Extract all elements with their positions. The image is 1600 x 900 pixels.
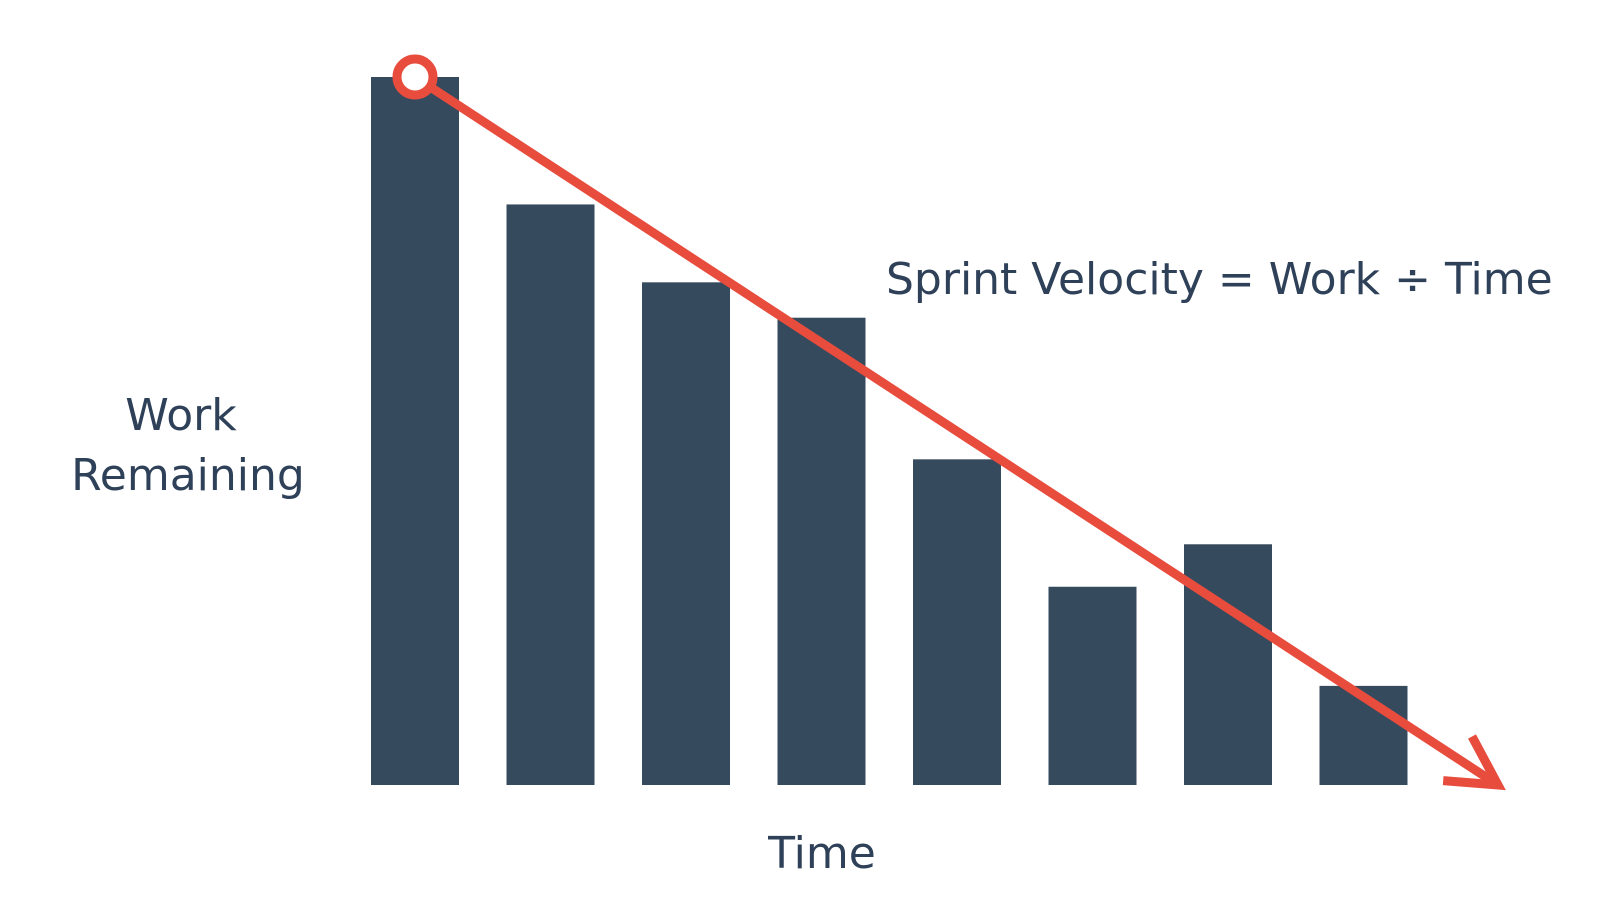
trend-line <box>412 73 1495 785</box>
trend-arrowhead <box>1442 734 1506 791</box>
bar <box>642 282 730 785</box>
x-axis-label: Time <box>767 828 876 879</box>
y-axis-label: Work Remaining <box>71 390 305 501</box>
annotation: Sprint Velocity = Work ÷ Time <box>886 254 1553 305</box>
bar <box>913 459 1001 785</box>
trend-start <box>392 54 438 100</box>
bar <box>1048 586 1137 785</box>
bar <box>506 204 595 785</box>
bar <box>371 77 459 785</box>
bar <box>777 317 866 785</box>
bar <box>1319 685 1408 785</box>
bar <box>1184 544 1272 785</box>
